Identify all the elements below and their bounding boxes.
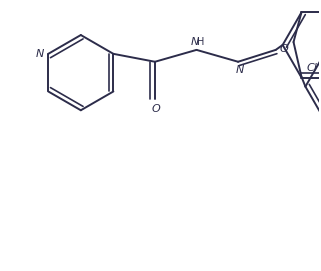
Text: H: H — [197, 37, 204, 47]
Text: O: O — [152, 104, 160, 114]
Text: N: N — [190, 37, 199, 47]
Text: N: N — [236, 65, 244, 75]
Text: N: N — [36, 49, 45, 59]
Text: Cl: Cl — [307, 63, 318, 73]
Text: O: O — [279, 44, 288, 54]
